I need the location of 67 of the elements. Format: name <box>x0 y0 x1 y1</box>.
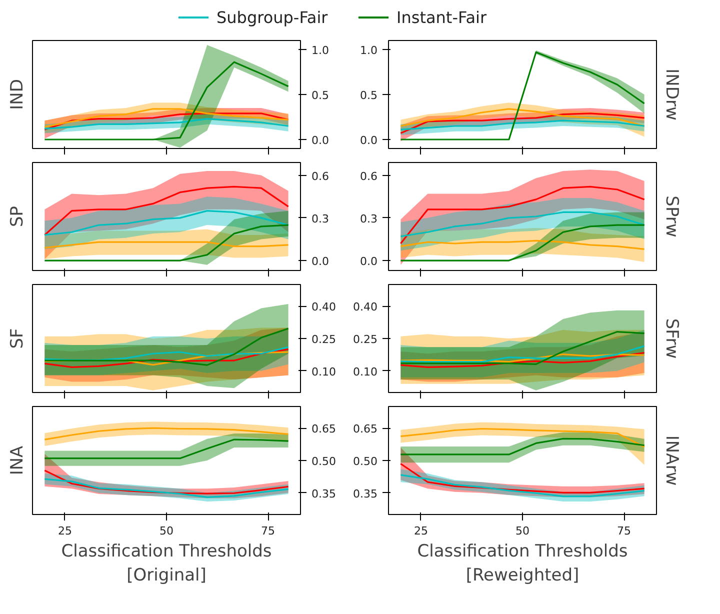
line-series <box>400 186 646 244</box>
line-series <box>44 427 290 440</box>
line-series <box>44 112 290 130</box>
y-tick-label: 0.6 <box>360 170 378 183</box>
line-series <box>400 462 646 494</box>
x-tick-label: 75 <box>617 524 632 538</box>
line-series <box>44 118 290 130</box>
y-axis-title: SF <box>8 328 28 349</box>
y-tick-label: 0.6 <box>312 170 329 183</box>
legend-label: Instant-Fair <box>396 8 487 27</box>
line-series <box>44 470 290 494</box>
y-tick-label: 0.10 <box>353 365 378 378</box>
y-tick-label: 0.25 <box>312 333 336 346</box>
line-series <box>400 211 646 238</box>
y-tick-label: 0.50 <box>312 455 336 468</box>
y-tick-label: 0.0 <box>312 134 329 147</box>
line-series <box>400 438 646 456</box>
y-axis-title: SP <box>8 206 28 228</box>
y-axis-title: SFrw <box>662 318 682 359</box>
y-tick-label: 0.65 <box>353 422 378 436</box>
y-axis-title: SPrw <box>662 196 682 238</box>
line-series <box>44 108 290 128</box>
y-axis-title: INArw <box>662 435 682 486</box>
y-tick-label: 0.0 <box>360 134 378 147</box>
legend-label: Subgroup-Fair <box>216 8 328 27</box>
y-tick-label: 0.0 <box>312 255 329 268</box>
y-tick-label: 0.35 <box>312 487 336 500</box>
y-tick-label: 0.40 <box>312 300 336 314</box>
line-series <box>44 478 290 498</box>
line-series <box>400 120 646 130</box>
y-tick-label: 0.10 <box>312 365 336 378</box>
y-tick-label: 1.0 <box>312 44 329 57</box>
x-axis-title: Classification Thresholds [Original] <box>61 542 272 586</box>
y-tick-label: 0.5 <box>360 89 378 102</box>
y-tick-label: 0.3 <box>312 212 329 226</box>
y-tick-label: 0.25 <box>353 333 378 346</box>
x-tick-label: 75 <box>261 524 276 538</box>
line-series <box>44 224 290 262</box>
x-tick-label: 25 <box>58 524 72 538</box>
line-series <box>400 474 646 498</box>
x-tick-label: 50 <box>160 524 174 538</box>
y-tick-label: 0.3 <box>360 212 378 226</box>
line-series <box>44 61 290 140</box>
line-series <box>44 186 290 236</box>
line-series <box>400 240 646 250</box>
line-series <box>400 352 646 368</box>
y-tick-label: 1.0 <box>360 44 378 57</box>
x-tick-label: 25 <box>414 524 428 538</box>
y-axis-title: INA <box>8 445 28 476</box>
line-series <box>400 331 646 366</box>
y-tick-label: 0.0 <box>360 255 378 268</box>
y-tick-label: 0.50 <box>353 455 378 468</box>
y-tick-label: 0.65 <box>312 422 336 436</box>
line-series <box>400 353 646 363</box>
y-axis-title: IND <box>8 79 28 110</box>
line-series <box>400 345 646 363</box>
x-axis-title: Classification Thresholds [Reweighted] <box>417 542 628 586</box>
x-tick-label: 50 <box>516 524 530 538</box>
line-series <box>44 210 290 236</box>
line-series <box>44 328 290 366</box>
y-tick-label: 0.35 <box>353 487 378 500</box>
line-series <box>44 438 290 460</box>
y-tick-label: 0.40 <box>353 300 378 314</box>
line-series <box>400 108 646 127</box>
line-series <box>400 428 646 448</box>
y-axis-title: INDrw <box>662 68 682 120</box>
y-tick-label: 0.5 <box>312 89 329 102</box>
